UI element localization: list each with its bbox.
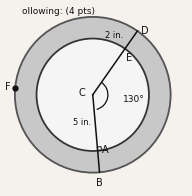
Text: D: D bbox=[141, 26, 148, 36]
Text: 5 in.: 5 in. bbox=[73, 118, 91, 127]
Text: F: F bbox=[5, 82, 11, 92]
Text: C: C bbox=[79, 88, 85, 98]
Circle shape bbox=[36, 39, 149, 151]
Text: A: A bbox=[102, 145, 109, 155]
Text: B: B bbox=[96, 178, 103, 188]
Text: E: E bbox=[126, 53, 132, 63]
Text: ollowing: (4 pts): ollowing: (4 pts) bbox=[22, 7, 95, 16]
Circle shape bbox=[15, 17, 171, 173]
Text: 2 in.: 2 in. bbox=[105, 31, 124, 40]
Text: 130°: 130° bbox=[123, 95, 144, 104]
